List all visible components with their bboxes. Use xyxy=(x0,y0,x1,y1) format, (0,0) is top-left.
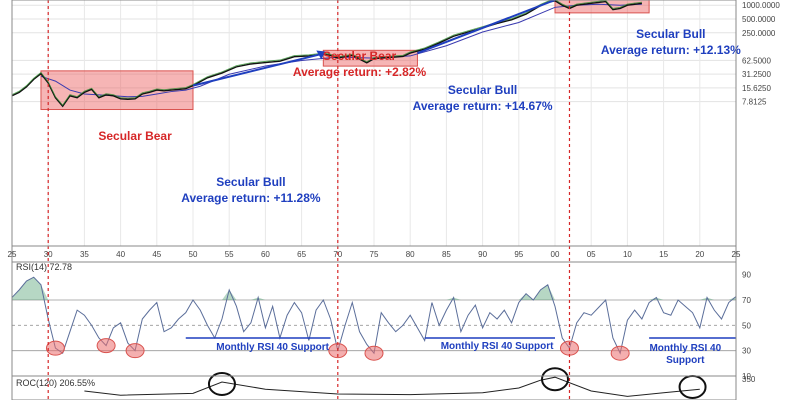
price-annotation-text: Average return: +2.82% xyxy=(293,65,427,79)
rsi-oversold-highlight xyxy=(45,340,65,356)
rsi-y-tick-label: 30 xyxy=(742,347,751,356)
price-annotation-text: Average return: +12.13% xyxy=(601,43,741,57)
price-y-tick-label: 62.5000 xyxy=(742,56,771,65)
rsi-panel: 90 70 50 30 10 Monthly RSI 40 Support Monthly … xyxy=(11,271,751,381)
x-tick-label: 90 xyxy=(478,250,487,259)
x-tick-label: 55 xyxy=(225,250,234,259)
rsi-y-tick-label: 50 xyxy=(742,321,751,330)
price-annotations: Secular Bear Secular Bull Average return: … xyxy=(98,27,741,205)
x-tick-label: 15 xyxy=(659,250,668,259)
x-tick-label: 75 xyxy=(370,250,379,259)
rsi-overbought-fill xyxy=(12,277,736,300)
secular-bull-trend-line xyxy=(192,52,324,87)
x-tick-label: 40 xyxy=(116,250,125,259)
rsi-annotation-text: Monthly RSI 40 Support xyxy=(441,341,554,352)
price-y-tick-label: 31.2500 xyxy=(742,70,771,79)
x-tick-label: 05 xyxy=(587,250,596,259)
rsi-oversold-highlight xyxy=(364,345,384,361)
rsi-y-tick-label: 90 xyxy=(742,271,751,280)
price-y-tick-label: 250.0000 xyxy=(742,29,776,38)
roc-line xyxy=(84,376,700,397)
rsi-oversold-highlight xyxy=(96,338,116,354)
roc-y-tick-label: 350 xyxy=(742,375,756,384)
rsi-y-tick-label: 70 xyxy=(742,296,751,305)
moving-average-line xyxy=(40,3,642,98)
price-annotation-text: Average return: +14.67% xyxy=(413,99,553,113)
x-tick-label: 60 xyxy=(261,250,270,259)
price-y-tick-label: 7.8125 xyxy=(742,98,767,107)
rsi-oversold-highlight xyxy=(125,343,145,359)
price-y-axis: 1000.0000 500.0000 250.0000 62.5000 31.2500 1… xyxy=(742,1,780,106)
roc-peak-circle xyxy=(207,372,236,396)
price-annotation-text: Secular Bull xyxy=(216,175,285,189)
secular-transition-markers xyxy=(47,0,571,400)
price-y-tick-label: 15.6250 xyxy=(742,84,771,93)
x-tick-label: 65 xyxy=(297,250,306,259)
roc-panel: 350 xyxy=(84,367,756,399)
trend-lines xyxy=(192,0,556,87)
price-y-tick-label: 500.0000 xyxy=(742,15,776,24)
price-annotation-text: Secular Bull xyxy=(448,83,517,97)
x-tick-label: 50 xyxy=(189,250,198,259)
x-tick-label: 85 xyxy=(442,250,451,259)
date-x-axis: 2530354045505560657075808590950005101520… xyxy=(8,250,741,259)
trend-arrow-head xyxy=(316,50,326,60)
x-tick-label: 20 xyxy=(695,250,704,259)
rsi-annotation-text: Monthly RSI 40 Support xyxy=(216,342,329,353)
x-tick-label: 35 xyxy=(80,250,89,259)
rsi-annotation-text: Monthly RSI 40 xyxy=(649,343,721,354)
rsi-annotation-text: Support xyxy=(666,355,705,366)
price-annotation-text: Secular Bear xyxy=(98,129,172,143)
price-gridlines xyxy=(11,0,737,246)
price-y-tick-label: 1000.0000 xyxy=(742,1,780,10)
x-tick-label: 10 xyxy=(623,250,632,259)
x-tick-label: 80 xyxy=(406,250,415,259)
roc-label: ROC(120) 206.55% xyxy=(16,378,95,388)
chart-frame xyxy=(11,0,737,400)
x-tick-label: 45 xyxy=(152,250,161,259)
price-annotation-text: Secular Bear xyxy=(323,49,397,63)
rsi-line xyxy=(11,276,737,355)
price-annotation-text: Secular Bull xyxy=(636,27,705,41)
rsi-y-tick-label: 10 xyxy=(742,372,751,381)
secular-bull-trend-line xyxy=(417,0,556,55)
price-panel-bg xyxy=(0,0,736,246)
x-tick-label: 95 xyxy=(514,250,523,259)
rsi-oversold-highlight xyxy=(610,345,630,361)
secular-bear-box xyxy=(554,0,650,14)
x-tick-label: 00 xyxy=(551,250,560,259)
rsi-label: RSI(14) 72.78 xyxy=(16,262,72,272)
roc-peak-circle xyxy=(678,375,707,399)
roc-peak-circle xyxy=(541,367,569,392)
price-annotation-text: Average return: +11.28% xyxy=(181,191,321,205)
